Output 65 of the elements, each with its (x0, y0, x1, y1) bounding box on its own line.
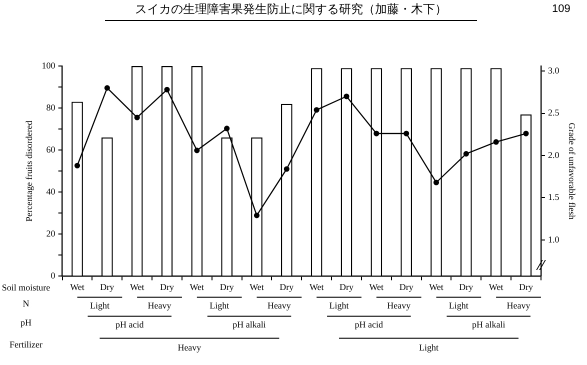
text: Soil moisture (2, 282, 50, 293)
text: Heavy (267, 300, 292, 311)
text: Fertilizer (10, 340, 42, 350)
point (104, 85, 110, 91)
x-tick-label: Dry (399, 282, 414, 292)
text: 109 (552, 3, 570, 15)
text: Light (448, 300, 469, 311)
point (523, 130, 529, 136)
x-tick-label: Dry (280, 282, 294, 292)
point (314, 107, 320, 113)
x-tick-label: Wet (250, 282, 264, 292)
point (134, 114, 140, 120)
point (224, 126, 230, 132)
point (433, 180, 440, 186)
point (254, 212, 260, 218)
text: N (22, 298, 30, 309)
text: Light (210, 300, 230, 311)
x-tick-label: Dry (340, 282, 354, 292)
y2-tick-label: 2.0 (548, 150, 560, 160)
y-tick-label: 80 (46, 102, 56, 112)
text: pH acid (115, 320, 144, 330)
x-tick-label: Dry (220, 282, 234, 292)
x-tick-label: Wet (369, 282, 384, 292)
y2-tick-label: 1.5 (548, 192, 560, 202)
x-tick-label: Wet (309, 282, 324, 292)
point (463, 150, 469, 157)
text: pH alkali (232, 320, 266, 330)
y2-tick-label: 3.0 (548, 65, 560, 76)
x-tick-label: Wet (70, 282, 85, 292)
y-axis-title: Percentage fruits disordered (24, 120, 34, 222)
text: pH acid (354, 320, 384, 330)
y2-tick-label: 2.5 (548, 108, 560, 118)
text: Light (419, 342, 440, 353)
text: Heavy (148, 300, 172, 311)
y2-tick-label: 1.0 (548, 234, 560, 244)
point (404, 130, 410, 136)
point (284, 166, 290, 172)
text: pH (20, 318, 32, 328)
text: Heavy (178, 342, 202, 353)
y2-axis-title: Grade of unfavorable flesh (567, 122, 578, 220)
y-tick-label: 20 (46, 228, 56, 239)
point (493, 139, 499, 145)
x-tick-label: Dry (518, 282, 534, 292)
point (374, 130, 380, 136)
text: Light (90, 300, 110, 311)
point (74, 162, 80, 168)
point (164, 86, 170, 92)
point (344, 94, 350, 100)
x-tick-label: Dry (160, 282, 174, 292)
y-tick-label: 100 (42, 60, 56, 70)
y-tick-label: 0 (50, 270, 56, 281)
text: Heavy (387, 300, 412, 311)
chart-title: スイカの生理障害果発生防止に関する研究（加藤・木下） (105, 1, 477, 21)
x-tick-label: Dry (100, 282, 115, 292)
text: pH alkali (472, 320, 506, 330)
y-tick-label: 40 (46, 186, 56, 196)
x-tick-label: Wet (488, 282, 504, 292)
text: Heavy (506, 300, 531, 311)
text: Light (329, 300, 350, 311)
y-tick-label: 60 (46, 144, 56, 154)
x-tick-label: Dry (459, 282, 474, 292)
point (194, 148, 200, 154)
x-tick-label: Wet (130, 282, 145, 292)
x-tick-label: Wet (429, 282, 444, 292)
x-tick-label: Wet (190, 282, 205, 292)
